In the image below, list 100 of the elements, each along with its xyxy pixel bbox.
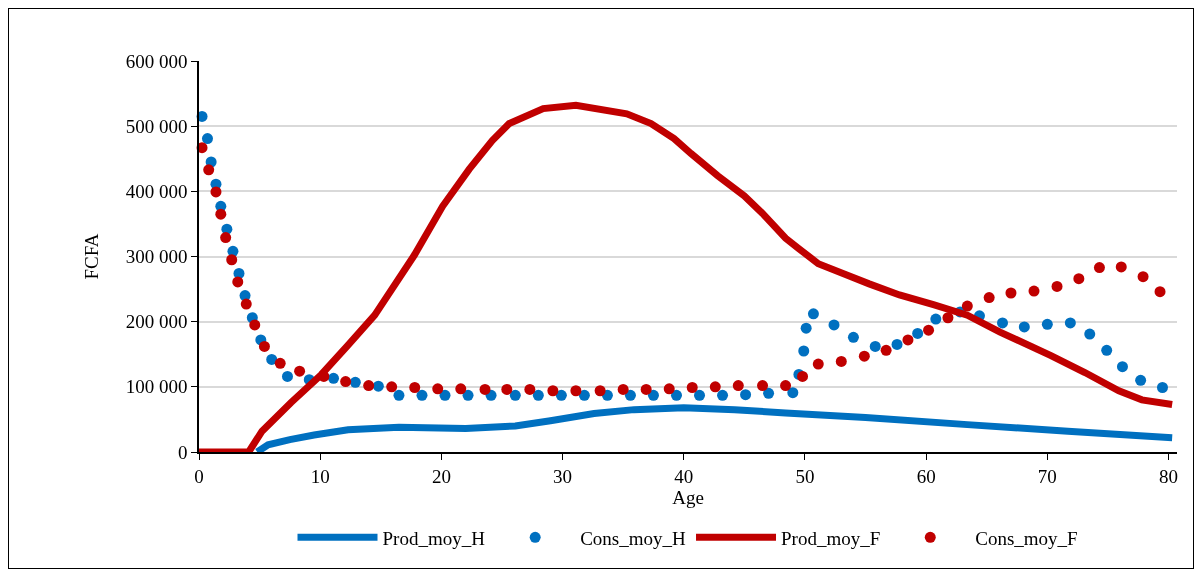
x-tick-label: 60 (916, 465, 936, 487)
point (869, 340, 881, 352)
point (983, 292, 995, 304)
point (617, 383, 629, 395)
point (455, 383, 467, 395)
point (996, 317, 1008, 329)
point (509, 389, 521, 401)
y-tick-label: 600 000 (125, 50, 188, 72)
legend-label: Prod_moy_F (781, 527, 881, 549)
point (923, 324, 935, 336)
point (274, 357, 286, 369)
point (912, 327, 924, 339)
point (686, 381, 698, 393)
point (501, 383, 513, 395)
legend-label: Cons_moy_H (580, 527, 687, 549)
point (1028, 285, 1040, 297)
point (328, 372, 340, 384)
point (780, 380, 792, 392)
point (763, 387, 775, 399)
point (570, 385, 582, 397)
point (902, 334, 914, 346)
point (578, 389, 590, 401)
point (372, 380, 384, 392)
point (201, 133, 213, 145)
point (961, 300, 973, 312)
point (807, 308, 819, 320)
y-tick-label: 200 000 (125, 311, 188, 333)
point (266, 353, 278, 365)
point (215, 208, 227, 220)
point (797, 370, 809, 382)
point (858, 350, 870, 362)
x-tick-label: 50 (795, 465, 815, 487)
point (942, 312, 954, 324)
point (432, 383, 444, 395)
point (663, 383, 675, 395)
x-tick-label: 70 (1037, 465, 1057, 487)
x-tick-label: 0 (194, 465, 204, 487)
point (709, 381, 721, 393)
point (258, 340, 270, 352)
y-tick-label: 0 (177, 441, 188, 463)
point (240, 298, 252, 310)
point (800, 322, 812, 334)
point (717, 389, 729, 401)
point (249, 319, 261, 331)
point (439, 389, 451, 401)
x-tick-label: 10 (310, 465, 330, 487)
point (1137, 271, 1149, 283)
point (1115, 261, 1127, 273)
point (732, 380, 744, 392)
point (757, 380, 769, 392)
point (787, 387, 799, 399)
point (1101, 344, 1113, 356)
point (232, 276, 244, 288)
x-tick-label: 80 (1159, 465, 1179, 487)
y-axis-title: FCFA (81, 233, 103, 280)
point (694, 389, 706, 401)
y-tick-label: 100 000 (125, 376, 188, 398)
point (349, 376, 361, 388)
point (880, 344, 892, 356)
point (1073, 273, 1085, 285)
point (462, 389, 474, 401)
point (640, 383, 652, 395)
point (226, 254, 238, 266)
point (1116, 361, 1128, 373)
point (203, 164, 215, 176)
point (1084, 328, 1096, 340)
point (835, 355, 847, 367)
point (479, 383, 491, 395)
point (524, 383, 536, 395)
point (547, 385, 559, 397)
point (1093, 262, 1105, 274)
point (220, 232, 232, 244)
x-tick-label: 30 (553, 465, 573, 487)
point (1064, 317, 1076, 329)
point (891, 338, 903, 350)
point (930, 313, 942, 325)
point (281, 370, 293, 382)
legend-label: Cons_moy_F (975, 527, 1078, 549)
point (386, 381, 398, 393)
point (1135, 374, 1147, 386)
point (1154, 286, 1166, 298)
y-tick-label: 400 000 (125, 180, 188, 202)
x-tick-label: 20 (431, 465, 451, 487)
point (532, 389, 544, 401)
point (1041, 318, 1053, 330)
point (294, 365, 306, 377)
point (1005, 287, 1017, 299)
point (670, 389, 682, 401)
point (740, 389, 752, 401)
point (555, 389, 567, 401)
point (847, 331, 859, 343)
point (647, 389, 659, 401)
point (363, 380, 375, 392)
y-tick-label: 500 000 (125, 115, 188, 137)
point (409, 381, 421, 393)
point (1156, 381, 1168, 393)
point (1018, 321, 1030, 333)
point (828, 319, 840, 331)
point (812, 358, 824, 370)
point (340, 376, 352, 388)
